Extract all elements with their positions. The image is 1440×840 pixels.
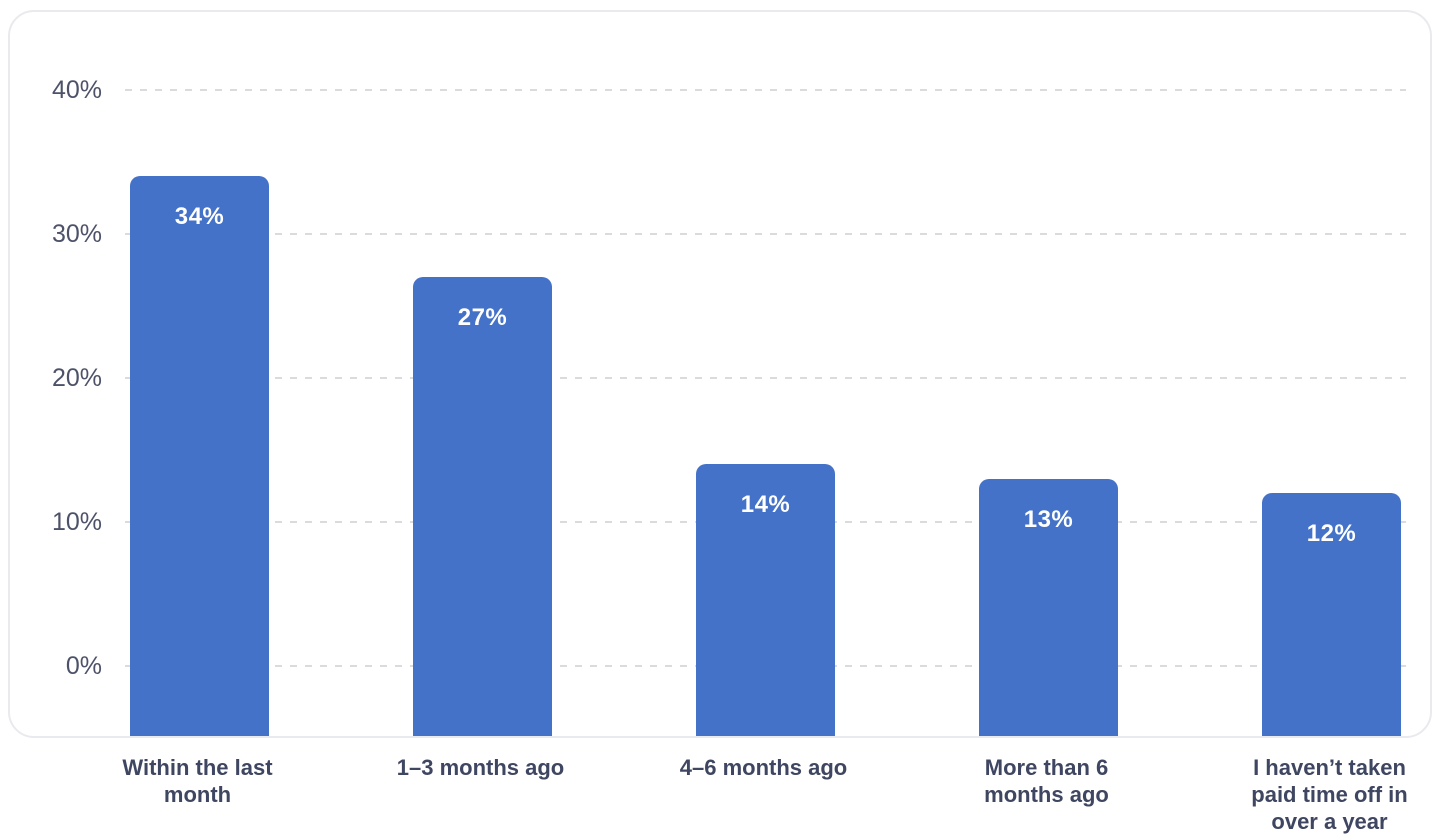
bar-value-label: 13% <box>1023 505 1074 533</box>
gridline <box>125 89 1406 91</box>
chart-card: 0% 10% 20% 30% 40% 34% 27% 14% 13% 12% <box>8 10 1432 738</box>
category-label: I haven’t taken paid time off in over a … <box>1251 754 1407 840</box>
bar-value-label: 12% <box>1306 520 1357 548</box>
gridline <box>125 377 1406 379</box>
bar: 34% <box>130 176 269 736</box>
bars-layer: 34% 27% 14% 13% 12% <box>130 12 1401 736</box>
category-label-text: More than 6 months ago <box>984 755 1109 807</box>
bar-value-label: 14% <box>740 491 791 519</box>
y-axis-tick-label: 40% <box>51 76 102 104</box>
category-label: More than 6 months ago <box>977 754 1116 840</box>
y-axis-tick-label: 0% <box>65 652 102 680</box>
category-label: 1–3 months ago <box>397 754 564 840</box>
bar: 12% <box>1262 493 1401 736</box>
category-label-text: Within the last month <box>122 755 273 807</box>
category-label-text: 1–3 months ago <box>396 755 565 780</box>
x-axis-labels: Within the last month 1–3 months ago 4–6 m… <box>122 754 1407 840</box>
y-axis-tick-label: 10% <box>51 508 102 536</box>
category-label-text: I haven’t taken paid time off in over a … <box>1251 755 1408 834</box>
gridline <box>125 233 1406 235</box>
y-axis-tick-label: 20% <box>51 364 102 392</box>
bar: 14% <box>696 464 835 736</box>
bar-value-label: 27% <box>457 304 508 332</box>
category-label-text: 4–6 months ago <box>679 755 848 780</box>
bar: 13% <box>979 478 1118 736</box>
category-label: Within the last month <box>122 754 272 840</box>
category-label: 4–6 months ago <box>680 754 847 840</box>
y-axis-tick-label: 30% <box>51 220 102 248</box>
bar-value-label: 34% <box>174 203 225 231</box>
bar: 27% <box>413 277 552 736</box>
